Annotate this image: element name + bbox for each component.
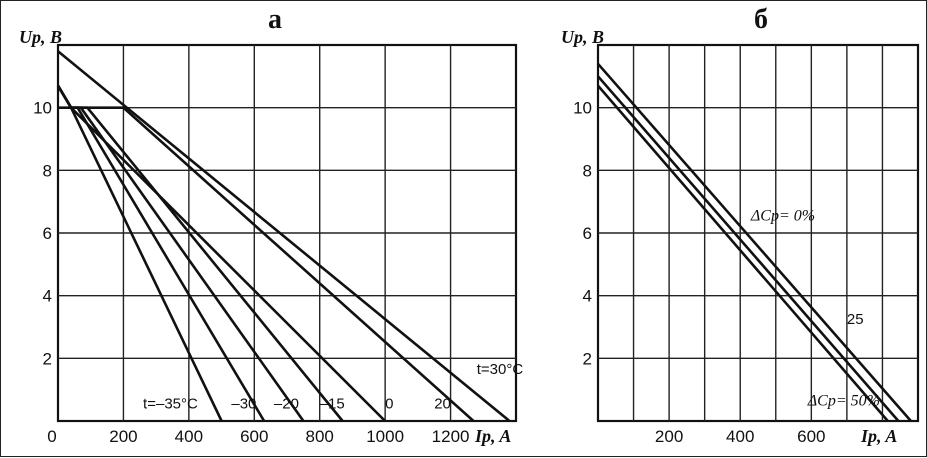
x-tick-label-600: 600 — [797, 427, 825, 446]
curve-label-cp-0: ΔCp= 0% — [750, 207, 815, 224]
x-tick-label-0: 0 — [47, 427, 56, 446]
curve-label-cp-50: ΔCp= 50% — [807, 392, 880, 409]
panel-b-x-axis-label: Ip, A — [860, 426, 897, 446]
y-tick-label-10: 10 — [573, 99, 592, 118]
y-tick-label-4: 4 — [43, 287, 52, 306]
y-tick-label-2: 2 — [43, 349, 52, 368]
curve-label-t-35-c: t=–35°C — [143, 395, 198, 412]
panel-b-grid — [598, 45, 918, 421]
panel-b-ticks: 200 400 600 2 4 6 8 10 — [573, 99, 825, 446]
series-line-t-35-c — [56, 85, 223, 422]
panel-b-title: б — [754, 4, 768, 35]
series-line-t-30-c — [57, 50, 511, 423]
series-line-25 — [597, 75, 900, 422]
x-tick-label-1000: 1000 — [366, 427, 404, 446]
panel-a-series — [56, 50, 511, 423]
series-line-0 — [56, 85, 387, 422]
x-tick-label-400: 400 — [175, 427, 203, 446]
series-line-cp-50 — [597, 84, 889, 422]
x-tick-label-600: 600 — [240, 427, 268, 446]
x-tick-label-400: 400 — [726, 427, 754, 446]
panel-b: 200 400 600 2 4 6 8 10 ΔCp= 0% 25 ΔCp= 50% б Up, … — [561, 4, 920, 446]
y-tick-label-10: 10 — [33, 99, 52, 118]
x-tick-label-200: 200 — [109, 427, 137, 446]
panel-b-curve-labels: ΔCp= 0% 25 ΔCp= 50% — [750, 207, 880, 409]
x-tick-label-800: 800 — [306, 427, 334, 446]
panel-a-y-axis-label: Up, В — [19, 27, 62, 47]
panel-a-title: а — [268, 4, 282, 35]
panel-a-curve-labels: t=30°C 20 0 –15 –20 –30 t=–35°C — [143, 361, 523, 412]
curve-label-30: –30 — [231, 395, 256, 412]
y-tick-label-8: 8 — [43, 161, 52, 180]
curve-label-25: 25 — [847, 311, 864, 328]
series-line-cp-0 — [597, 62, 912, 422]
y-tick-label-6: 6 — [583, 224, 592, 243]
panel-b-y-axis-label: Up, В — [561, 27, 604, 47]
y-tick-label-4: 4 — [583, 287, 592, 306]
curve-label-15: –15 — [320, 395, 345, 412]
series-line-20 — [58, 106, 475, 422]
curve-label-0: 0 — [385, 395, 393, 412]
x-tick-label-200: 200 — [655, 427, 683, 446]
curve-label-t-30-c: t=30°C — [477, 361, 524, 378]
panel-a-x-axis-label: Ip, A — [474, 426, 511, 446]
y-tick-label-2: 2 — [583, 349, 592, 368]
curve-label-20: 20 — [434, 395, 451, 412]
y-tick-label-6: 6 — [43, 224, 52, 243]
panel-b-series — [597, 62, 912, 422]
panel-a-grid — [58, 45, 516, 421]
y-tick-label-8: 8 — [583, 161, 592, 180]
x-tick-label-1200: 1200 — [432, 427, 470, 446]
curve-label-20: –20 — [274, 395, 299, 412]
